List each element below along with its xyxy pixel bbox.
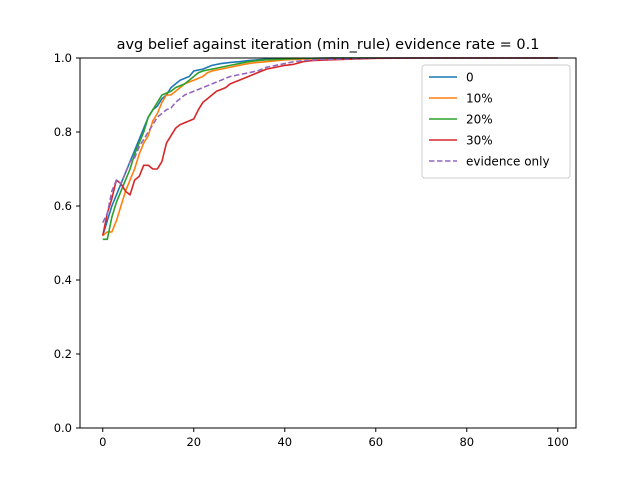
x-tick-label: 60	[368, 435, 383, 449]
x-tick-label: 100	[547, 435, 569, 449]
x-tick-label: 40	[277, 435, 292, 449]
legend-label-3: 30%	[466, 134, 493, 148]
legend: 0 10% 20% 30% evidence only	[421, 64, 571, 179]
axes-layer	[79, 57, 577, 429]
y-tick-label: 0.2	[54, 347, 72, 361]
y-tick-label: 1.0	[54, 51, 72, 65]
legend-label-4: evidence only	[466, 155, 550, 169]
x-tick-label: 20	[186, 435, 201, 449]
y-tick-label: 0.6	[54, 199, 72, 213]
axes-frame	[79, 57, 577, 429]
x-tick-label: 80	[459, 435, 474, 449]
y-tick-label: 0.8	[54, 125, 72, 139]
series-line-3	[101, 57, 558, 236]
y-tick-label: 0.4	[54, 273, 72, 287]
legend-label-0: 0	[466, 71, 474, 85]
legend-label-1: 10%	[466, 92, 493, 106]
legend-label-2: 20%	[466, 113, 493, 127]
legend-box	[421, 64, 571, 179]
y-tick-label: 0.0	[54, 421, 72, 435]
series-line-4	[102, 57, 558, 224]
chart-title: avg belief against iteration (min_rule) …	[117, 37, 540, 53]
x-tick-label: 0	[99, 435, 106, 449]
ticks-layer: 0 20 40 60 80 100 0.0 0.2 0.4 0.6 0.8 1.0	[54, 51, 569, 449]
